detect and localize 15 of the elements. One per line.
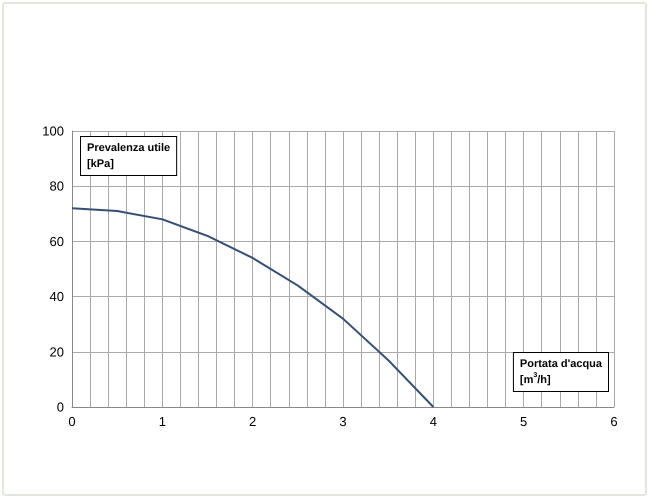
y-tick-label: 80 <box>50 178 64 194</box>
x-tick-label: 6 <box>610 414 618 429</box>
line-series <box>71 207 434 408</box>
y-tick-label: 20 <box>50 344 64 360</box>
x-tick-label: 2 <box>249 414 256 429</box>
x-tick-label: 5 <box>520 414 528 429</box>
y-tick-label: 60 <box>50 234 64 249</box>
y-axis-title: Prevalenza utile [kPa] <box>87 142 170 170</box>
x-tick-label: 0 <box>68 414 76 429</box>
y-tick-label: 40 <box>50 289 64 304</box>
y-tick-label: 0 <box>56 400 64 414</box>
x-tick-label: 4 <box>430 414 437 429</box>
y-tick-label: 100 <box>42 124 64 138</box>
x-tick-label: 1 <box>158 414 166 429</box>
x-tick-label: 3 <box>339 414 347 429</box>
